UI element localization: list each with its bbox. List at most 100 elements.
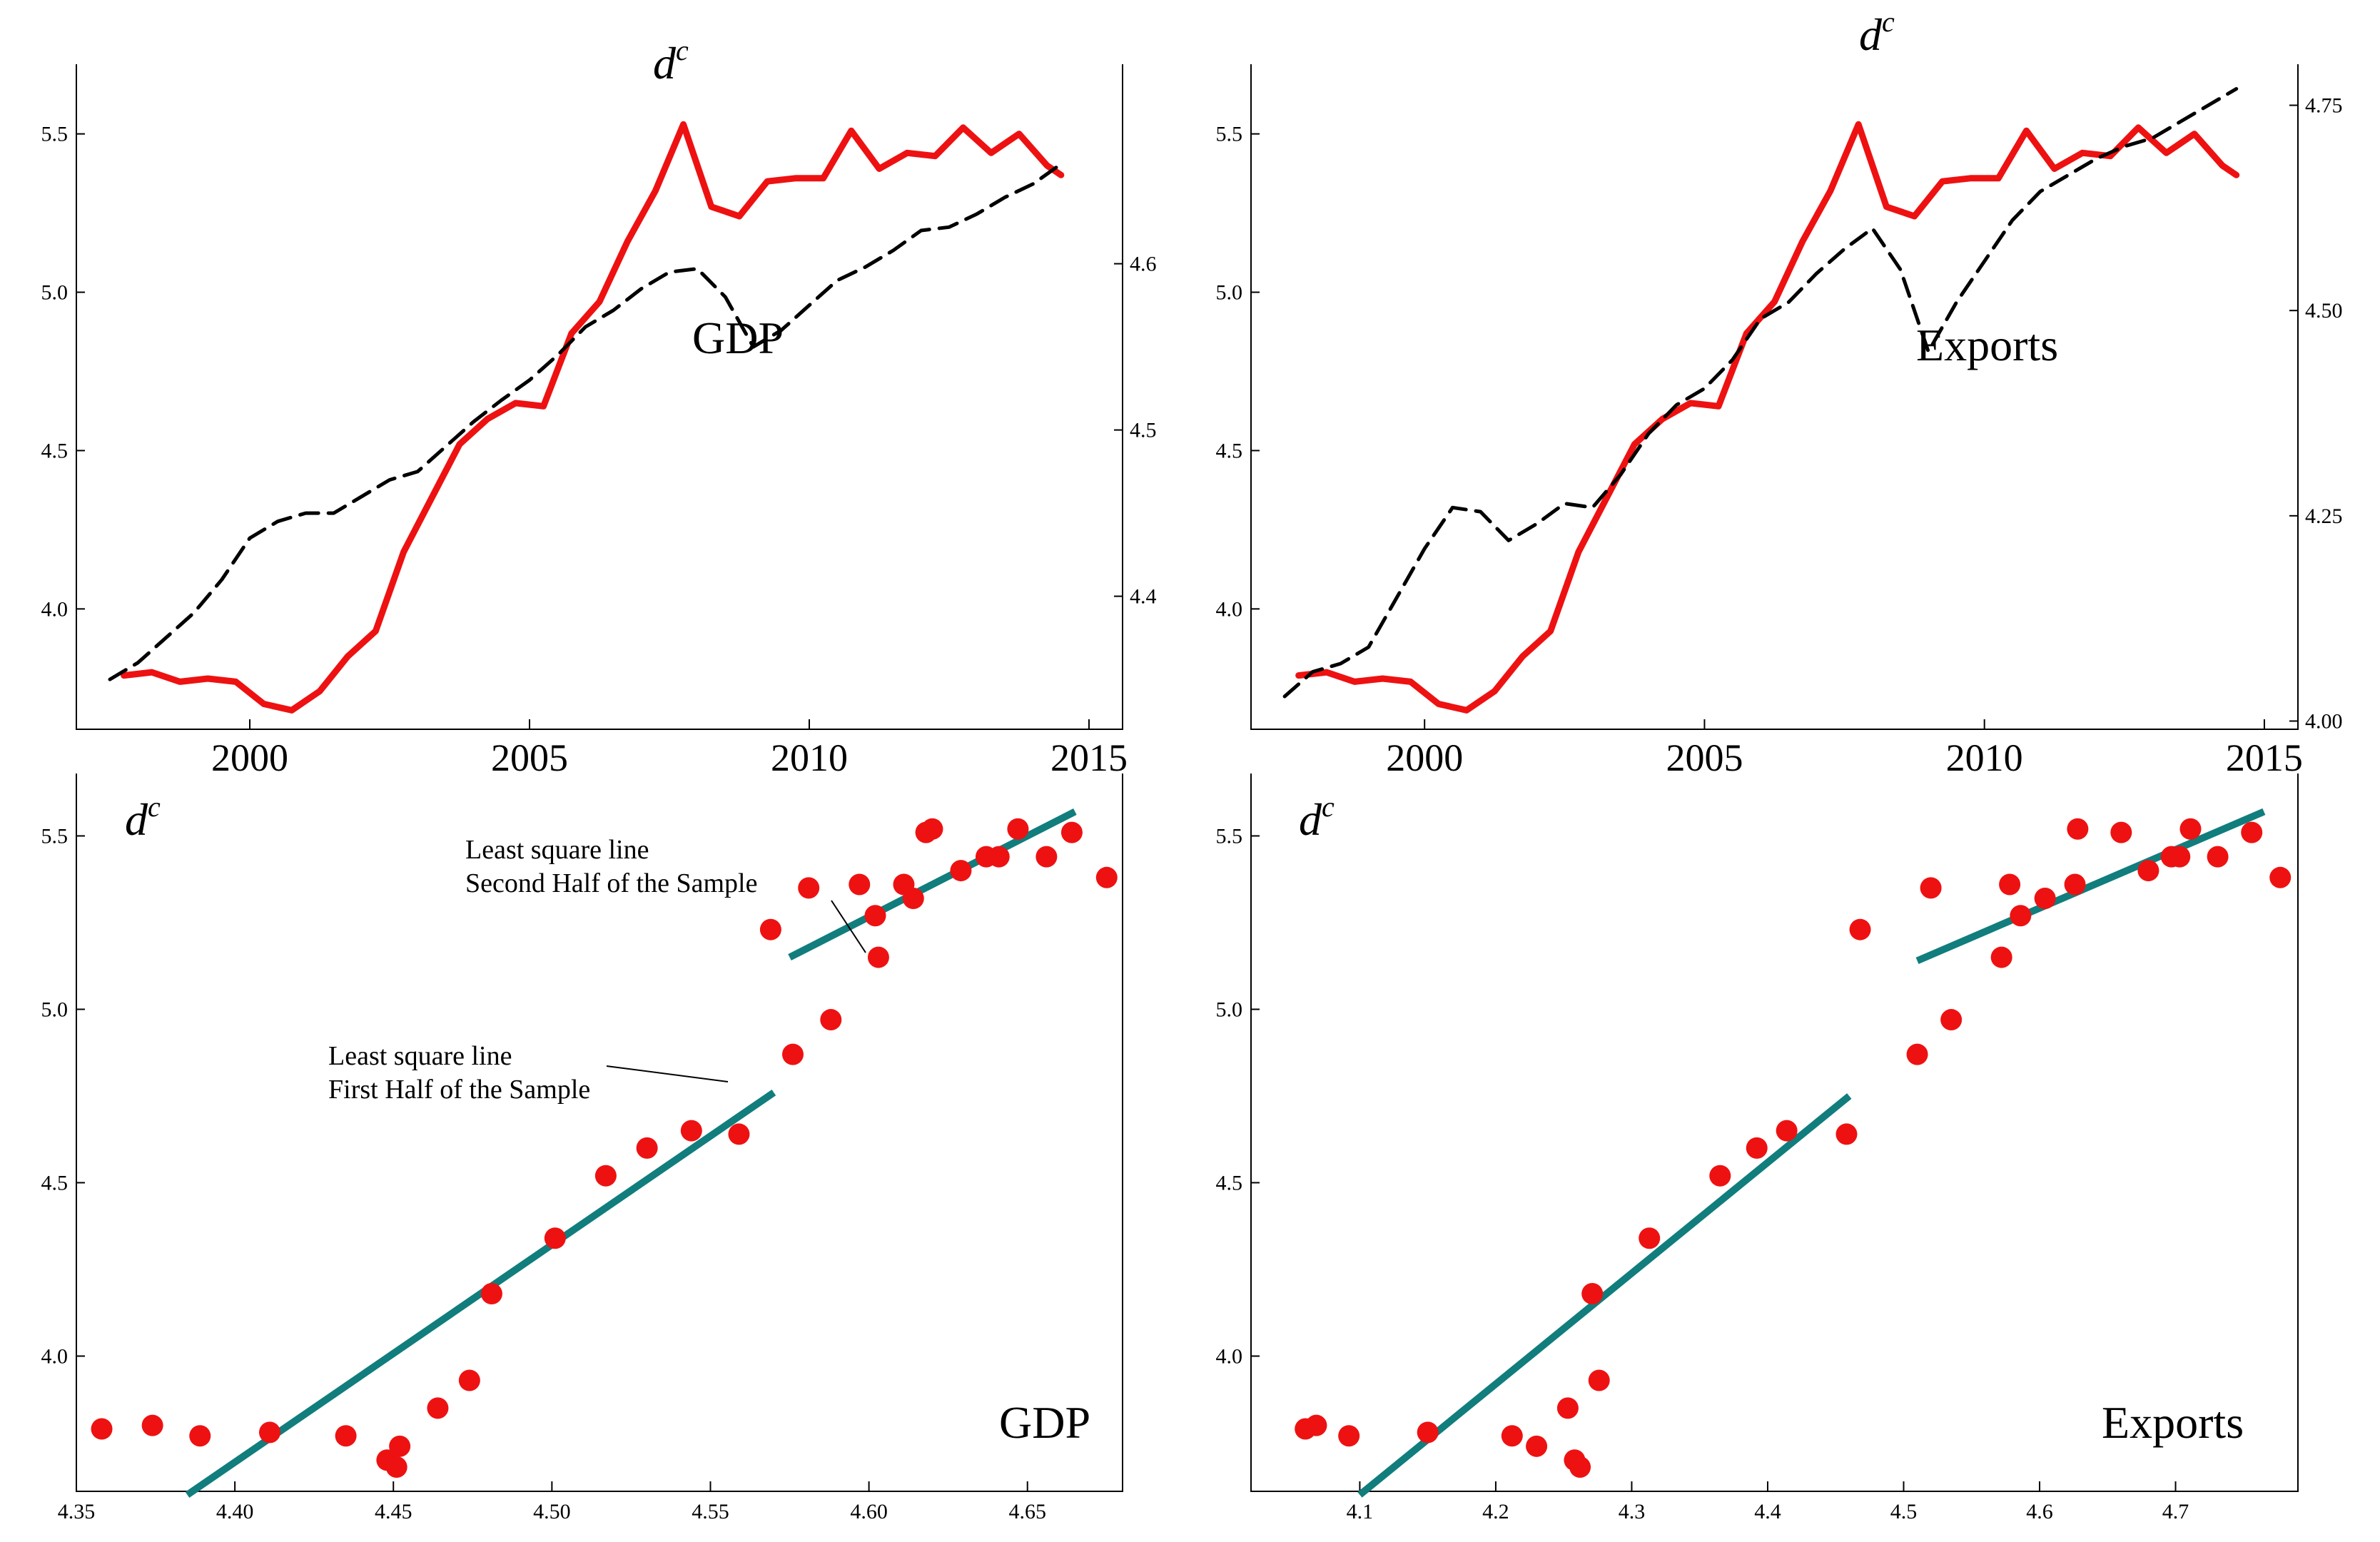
note-line-1: Least square line — [465, 835, 649, 865]
scatter-point — [1639, 1227, 1661, 1249]
x-tick-label: 4.60 — [850, 1500, 888, 1523]
panel-bottom-left: 4.0 4.5 5.0 5.5 4.35 4.40 4.45 4.50 4.55 4.60 4.6… — [41, 773, 1123, 1523]
y-tick-label: 5.5 — [1216, 824, 1243, 848]
scatter-point — [1581, 1282, 1604, 1304]
scatter-point — [544, 1227, 566, 1249]
y-tick-label: 5.0 — [41, 998, 69, 1021]
note-line-2: First Half of the Sample — [328, 1075, 590, 1105]
scatter-point — [1338, 1425, 1360, 1447]
y2-tick-label: 4.5 — [1130, 419, 1157, 442]
y2-tick-label: 4.6 — [1130, 253, 1157, 276]
scatter-point — [458, 1369, 480, 1391]
scatter-point — [385, 1456, 407, 1478]
series-line-gdp — [108, 162, 1063, 681]
scatter-point — [1906, 1043, 1928, 1065]
y-tick-label: 5.0 — [1216, 281, 1243, 305]
scatter-point — [189, 1425, 211, 1447]
scatter-point — [728, 1123, 750, 1145]
scatter-point — [2269, 866, 2292, 888]
x-tick-label: 4.1 — [1347, 1500, 1374, 1523]
y2-tick-label: 4.75 — [2305, 94, 2343, 118]
x-tick-label: 4.7 — [2162, 1500, 2189, 1523]
panel-title: dc — [1859, 6, 1895, 60]
y-tick-label: 4.5 — [41, 1171, 69, 1194]
scatter-point — [1007, 818, 1029, 840]
scatter-point — [1746, 1137, 1768, 1159]
scatter-point — [950, 860, 972, 882]
panel-bottom-right: 4.0 4.5 5.0 5.5 4.1 4.2 4.3 4.4 4.5 4.6 4.7 dc Ex… — [1216, 773, 2299, 1523]
x-tick-label: 4.50 — [533, 1500, 571, 1523]
scatter-point — [480, 1282, 502, 1304]
plot-series — [1295, 808, 2292, 1498]
scatter-point — [1526, 1435, 1548, 1457]
y-tick-label: 4.0 — [1216, 1344, 1243, 1368]
x-tick-label: 2000 — [1386, 736, 1463, 779]
x-tick-label: 4.55 — [692, 1500, 729, 1523]
scatter-point — [1569, 1456, 1591, 1478]
scatter-point — [1501, 1425, 1523, 1447]
scatter-point — [680, 1120, 702, 1142]
x-tick-label: 4.45 — [375, 1500, 412, 1523]
scatter-point — [2169, 846, 2191, 868]
panel-top-right: 4.04.55.05.5 4.004.254.504.75 2000 2005 20… — [1216, 6, 2343, 779]
plot-series — [108, 121, 1065, 714]
series-annotation: GDP — [999, 1397, 1090, 1448]
note-line-2: Second Half of the Sample — [465, 868, 757, 898]
scatter-point — [759, 918, 781, 940]
fit-line-second-half — [1915, 808, 2266, 965]
series-annotation: Exports — [1916, 320, 2058, 370]
scatter-point — [258, 1421, 280, 1444]
x-tick-label: 2010 — [771, 736, 848, 779]
y2-axis-ticks: 4.00 4.25 4.50 4.75 — [2289, 94, 2343, 733]
y-tick-label: 4.5 — [1216, 439, 1243, 462]
x-tick-label: 4.65 — [1008, 1500, 1046, 1523]
axis-frame — [1250, 773, 2299, 1492]
scatter-point — [2110, 821, 2132, 843]
scatter-point — [864, 905, 886, 927]
x-tick-label: 4.2 — [1482, 1500, 1509, 1523]
x-tick-label: 2005 — [491, 736, 568, 779]
x-tick-label: 4.5 — [1890, 1500, 1918, 1523]
scatter-point — [389, 1435, 411, 1457]
scatter-point — [2010, 905, 2032, 927]
scatter-point — [1920, 877, 1942, 899]
fit-line-second-half — [788, 808, 1077, 961]
scatter-point — [2179, 818, 2202, 840]
y2-tick-label: 4.50 — [2305, 299, 2343, 323]
panel-title: dc — [1299, 791, 1335, 845]
panel-title: dc — [125, 791, 161, 845]
series-annotation: GDP — [692, 313, 784, 363]
y-axis-ticks: 4.0 4.5 5.0 5.5 — [41, 824, 85, 1368]
y-tick-label: 5.0 — [1216, 998, 1243, 1021]
scatter-point — [141, 1414, 163, 1436]
x-tick-label: 4.4 — [1754, 1500, 1781, 1523]
fit-line-first-half — [185, 1089, 776, 1498]
scatter-point — [427, 1397, 449, 1419]
series-line-exports — [1282, 87, 2239, 699]
axis-frame — [76, 773, 1123, 1492]
scatter-point — [1835, 1123, 1858, 1145]
y-axis-ticks: 4.0 4.5 5.0 5.5 — [1216, 824, 1260, 1368]
y-tick-label: 5.5 — [1216, 123, 1243, 146]
scatter-point — [2064, 873, 2086, 896]
scatter-point — [1556, 1397, 1579, 1419]
y-tick-label: 4.5 — [1216, 1171, 1243, 1194]
y-tick-label: 4.0 — [41, 597, 69, 621]
fit-line-first-half — [1357, 1093, 1852, 1498]
scatter-point — [2207, 846, 2229, 868]
note-leader-line — [831, 900, 866, 953]
note-leader-line — [606, 1065, 729, 1082]
x-axis-ticks: 2000 2005 2010 2015 — [1386, 719, 2303, 779]
scatter-point — [2241, 821, 2263, 843]
scatter-point — [1305, 1414, 1327, 1436]
scatter-point — [1990, 946, 2012, 968]
scatter-point — [2034, 887, 2056, 909]
scatter-point — [1709, 1165, 1731, 1187]
x-tick-label: 4.35 — [58, 1500, 96, 1523]
series-line-dc — [1295, 121, 2240, 714]
y-tick-label: 4.0 — [1216, 597, 1243, 621]
x-tick-label: 2005 — [1666, 736, 1743, 779]
scatter-point — [781, 1043, 804, 1065]
scatter-point — [1095, 866, 1118, 888]
scatter-point — [988, 846, 1010, 868]
